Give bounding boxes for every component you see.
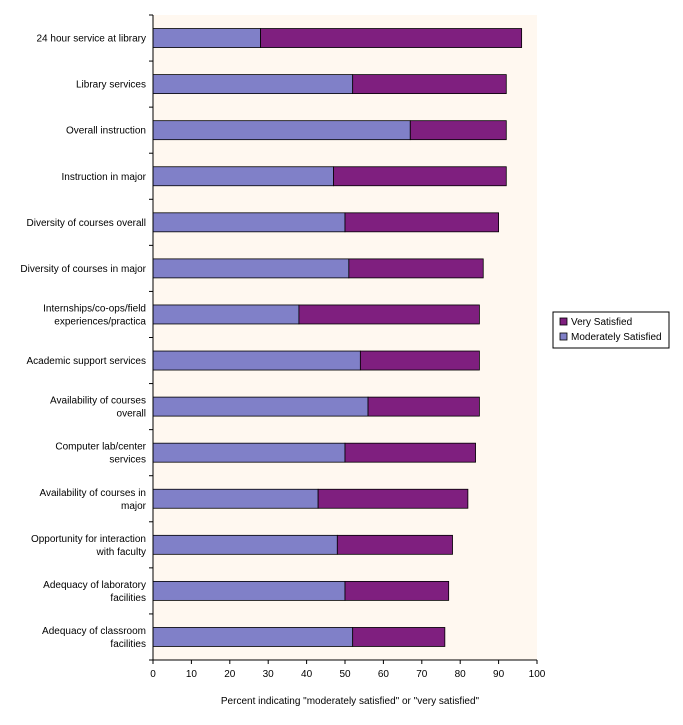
x-tick-labels: 0 10 20 30 40 50 60 70 80 90 100 xyxy=(150,669,546,680)
bar-moderately-satisfied xyxy=(152,120,411,141)
bar-moderately-satisfied xyxy=(152,442,346,463)
category-label: Availability of courses in major xyxy=(39,488,146,512)
category-label: Diversity of courses overall xyxy=(27,218,146,229)
category-label: Academic support services xyxy=(27,356,147,367)
bar-moderately-satisfied xyxy=(152,350,361,371)
legend-swatch xyxy=(559,317,568,326)
x-tick-label: 30 xyxy=(263,669,275,680)
axes-group xyxy=(149,14,538,664)
bar-moderately-satisfied xyxy=(152,304,300,325)
x-axis-title: Percent indicating "moderately satisfied… xyxy=(221,696,480,707)
x-tick-label: 10 xyxy=(186,669,198,680)
bar-very-satisfied xyxy=(333,166,507,187)
category-label: Opportunity for interaction with faculty xyxy=(31,534,146,558)
x-tick-label: 60 xyxy=(378,669,390,680)
bar-moderately-satisfied xyxy=(152,534,338,555)
x-tick-label: 20 xyxy=(224,669,236,680)
bar-very-satisfied xyxy=(298,304,480,325)
bar-moderately-satisfied xyxy=(152,488,319,509)
legend-label: Moderately Satisfied xyxy=(571,332,662,343)
x-tick-label: 0 xyxy=(150,669,156,680)
legend-swatch xyxy=(559,332,568,341)
category-labels: 24 hour service at library Library servic… xyxy=(20,34,146,650)
bar-moderately-satisfied xyxy=(152,396,369,417)
x-tick-label: 50 xyxy=(339,669,351,680)
x-tick-label: 100 xyxy=(529,669,546,680)
bar-very-satisfied xyxy=(336,534,453,555)
bar-moderately-satisfied xyxy=(152,258,350,279)
bar-moderately-satisfied xyxy=(152,74,354,95)
bar-very-satisfied xyxy=(344,580,450,601)
bar-very-satisfied xyxy=(359,350,480,371)
bar-very-satisfied xyxy=(348,258,484,279)
bar-very-satisfied xyxy=(344,442,476,463)
legend-frame xyxy=(552,311,670,349)
x-tick-label: 90 xyxy=(493,669,505,680)
category-label: Adequacy of laboratory facilities xyxy=(43,580,146,604)
bar-moderately-satisfied xyxy=(152,627,354,647)
legend: Very Satisfied Moderately Satisfied xyxy=(552,311,670,349)
category-label: Overall instruction xyxy=(66,126,146,137)
bar-very-satisfied xyxy=(409,120,507,141)
category-label: Computer lab/center services xyxy=(55,442,146,466)
x-tick-label: 70 xyxy=(416,669,428,680)
bar-very-satisfied xyxy=(352,74,507,95)
category-label: Internships/co-ops/field experiences/prac… xyxy=(43,303,146,327)
plot-area xyxy=(153,15,537,660)
category-label: Diversity of courses in major xyxy=(20,264,146,275)
bar-very-satisfied xyxy=(344,212,500,233)
bars-group xyxy=(152,28,523,647)
bar-moderately-satisfied xyxy=(152,580,346,601)
x-tick-label: 40 xyxy=(301,669,313,680)
category-label: Adequacy of classroom facilities xyxy=(42,626,146,650)
bar-moderately-satisfied xyxy=(152,212,346,233)
category-label: Library services xyxy=(76,80,146,91)
category-label: Instruction in major xyxy=(62,172,147,183)
x-tick-label: 80 xyxy=(455,669,467,680)
bar-very-satisfied xyxy=(317,488,469,509)
category-label: 24 hour service at library xyxy=(37,34,147,45)
bar-moderately-satisfied xyxy=(152,28,261,48)
bar-moderately-satisfied xyxy=(152,166,334,187)
bar-very-satisfied xyxy=(352,627,446,647)
bar-very-satisfied xyxy=(367,396,480,417)
bar-very-satisfied xyxy=(260,28,523,48)
legend-label: Very Satisfied xyxy=(571,317,632,328)
category-label: Availability of courses overall xyxy=(50,396,146,420)
